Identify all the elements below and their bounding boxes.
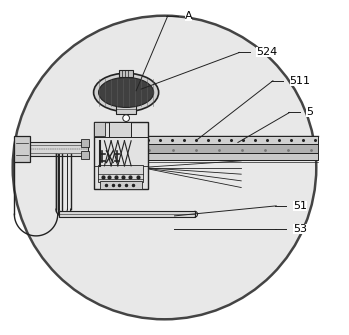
- Bar: [95, 123, 148, 189]
- Bar: [98, 165, 143, 182]
- Circle shape: [123, 115, 129, 122]
- Text: 524: 524: [256, 48, 277, 57]
- Ellipse shape: [94, 73, 159, 112]
- Text: 511: 511: [290, 76, 311, 86]
- Text: 5: 5: [306, 108, 313, 118]
- Circle shape: [13, 16, 316, 319]
- Bar: [28, 142, 88, 156]
- Bar: [81, 151, 89, 159]
- Bar: [116, 96, 136, 114]
- Bar: [59, 211, 194, 217]
- Ellipse shape: [99, 77, 154, 108]
- Bar: [81, 139, 89, 147]
- Bar: [123, 136, 318, 144]
- Bar: [123, 153, 318, 160]
- Text: 51: 51: [293, 201, 307, 211]
- Bar: [101, 181, 142, 189]
- Bar: [110, 123, 131, 137]
- Text: A: A: [185, 11, 192, 21]
- Bar: [123, 144, 318, 153]
- Text: 53: 53: [293, 224, 307, 234]
- Bar: [119, 70, 133, 77]
- Bar: [14, 136, 30, 162]
- Bar: [95, 123, 105, 136]
